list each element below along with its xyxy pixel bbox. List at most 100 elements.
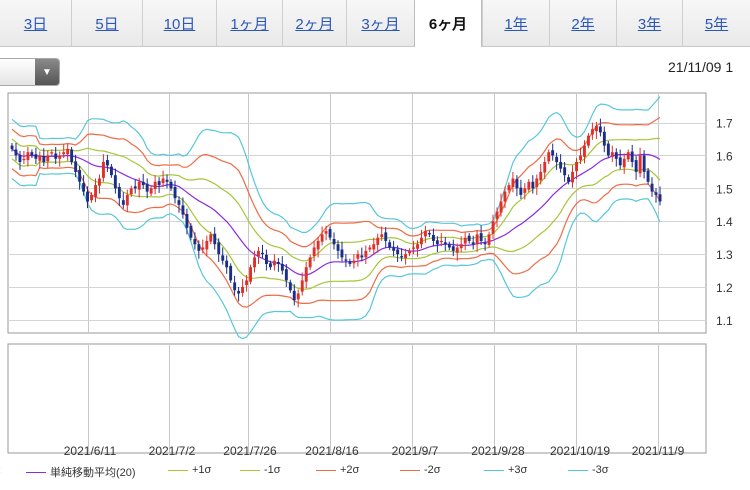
candle-body bbox=[563, 167, 567, 176]
candle-body bbox=[507, 185, 511, 191]
candle-body bbox=[82, 183, 85, 192]
candle-body bbox=[459, 244, 463, 249]
tab-period[interactable]: 10日 bbox=[142, 0, 216, 46]
candle-body bbox=[610, 152, 614, 157]
legend-label: -3σ bbox=[592, 464, 609, 476]
candle-body bbox=[495, 211, 499, 220]
candle-body bbox=[435, 240, 439, 245]
tab-period[interactable]: 2年 bbox=[549, 0, 616, 46]
candle-body bbox=[292, 290, 296, 301]
tab-period[interactable]: 3日 bbox=[23, 15, 48, 33]
candle-body bbox=[467, 235, 471, 241]
candle-body bbox=[201, 247, 205, 250]
candle-body bbox=[106, 160, 109, 166]
candle-body bbox=[265, 254, 268, 264]
candle-body bbox=[46, 155, 50, 162]
candle-body bbox=[332, 239, 336, 245]
legend-item: +1σ bbox=[168, 464, 211, 476]
triangle-down-icon[interactable]: ▼ bbox=[35, 59, 59, 85]
candle-body bbox=[606, 143, 610, 156]
candle-body bbox=[443, 242, 447, 245]
candle-body bbox=[74, 161, 78, 172]
candle-body bbox=[547, 152, 551, 162]
legend-swatch bbox=[168, 469, 188, 471]
candle-body bbox=[491, 221, 495, 234]
candle-body bbox=[113, 175, 117, 189]
candle-body bbox=[559, 162, 563, 169]
candle-body bbox=[229, 265, 233, 281]
candle-body bbox=[416, 244, 419, 249]
candle-body bbox=[173, 187, 177, 199]
legend-sep: : bbox=[0, 464, 1, 476]
candle-body bbox=[658, 194, 662, 202]
candle-body bbox=[217, 242, 221, 255]
candle-body bbox=[157, 181, 161, 185]
candle-body bbox=[241, 287, 244, 293]
candle-body bbox=[487, 234, 491, 245]
x-tick-label: 2021/6/11 bbox=[64, 444, 117, 458]
candle-body bbox=[185, 214, 189, 228]
band-minus-3-sigma bbox=[11, 172, 661, 340]
candle-body bbox=[515, 179, 519, 189]
legend-label: -2σ bbox=[424, 464, 441, 476]
candle-body bbox=[591, 129, 594, 135]
candle-body bbox=[42, 156, 46, 162]
candle-body bbox=[372, 244, 376, 250]
candle-body bbox=[368, 247, 372, 250]
candle-body bbox=[125, 194, 129, 206]
candle-body bbox=[133, 186, 137, 189]
candle-body bbox=[598, 126, 602, 133]
candle-body bbox=[312, 247, 316, 256]
candle-body bbox=[356, 254, 360, 259]
x-tick-label: 2021/9/7 bbox=[392, 444, 439, 458]
candle-body bbox=[587, 135, 590, 146]
candle-body bbox=[110, 166, 113, 176]
candle-body bbox=[221, 255, 225, 261]
candle-body bbox=[420, 237, 423, 245]
legend-label: +3σ bbox=[508, 464, 528, 476]
y-tick-label: 1.7 bbox=[716, 117, 733, 131]
candle-body bbox=[269, 263, 272, 268]
tab-period[interactable]: 5日 bbox=[71, 0, 142, 46]
candle-body bbox=[257, 250, 260, 257]
tab-period[interactable]: 5年 bbox=[682, 0, 750, 46]
legend-label: -1σ bbox=[264, 464, 281, 476]
candle-body bbox=[519, 187, 523, 195]
candle-body bbox=[511, 178, 515, 187]
candle-body bbox=[328, 229, 332, 238]
candle-body bbox=[344, 259, 348, 261]
candle-body bbox=[253, 257, 256, 268]
candle-body bbox=[642, 155, 646, 172]
tab-period[interactable]: 3ヶ月 bbox=[346, 0, 414, 46]
candle-body bbox=[137, 181, 141, 190]
candle-body bbox=[463, 237, 467, 244]
candle-body bbox=[38, 155, 42, 161]
legend: : 単純移動平均(20) +1σ -1σ +2σ -2σ +3σ -3σ bbox=[0, 462, 750, 482]
candle-body bbox=[654, 192, 658, 195]
indicator-select[interactable]: ▼ bbox=[0, 58, 60, 86]
candle-body bbox=[233, 282, 237, 291]
candle-body bbox=[396, 249, 400, 255]
candle-body bbox=[646, 170, 650, 182]
price-chart: 1.7 1.6 1.5 1.4 1.3 1.2 1.1 2021/6/11 2021/7/2 20… bbox=[7, 92, 733, 458]
candle-body bbox=[320, 234, 324, 242]
tab-period[interactable]: 3年 bbox=[616, 0, 682, 46]
candle-body bbox=[121, 200, 125, 205]
legend-item: -3σ bbox=[568, 464, 609, 476]
tab-period[interactable]: 1ヶ月 bbox=[216, 0, 282, 46]
tab-period[interactable]: 1年 bbox=[482, 0, 549, 46]
legend-swatch bbox=[26, 471, 46, 473]
candle-body bbox=[432, 235, 435, 241]
y-tick-label: 1.4 bbox=[716, 215, 733, 229]
candle-body bbox=[352, 260, 356, 264]
candle-body bbox=[551, 150, 555, 156]
candle-body bbox=[276, 262, 280, 264]
tab-period[interactable]: 6ヶ月 bbox=[414, 0, 482, 47]
candle-body bbox=[380, 234, 384, 237]
tab-period[interactable]: 2ヶ月 bbox=[282, 0, 346, 46]
candle-body bbox=[153, 181, 157, 189]
main-plot-frame bbox=[7, 92, 707, 334]
candle-body bbox=[483, 242, 487, 245]
candle-body bbox=[10, 145, 14, 149]
period-tabs: 3日 5日 10日 1ヶ月 2ヶ月 3ヶ月 6ヶ月 1年 2年 3年 5年 bbox=[0, 0, 750, 47]
